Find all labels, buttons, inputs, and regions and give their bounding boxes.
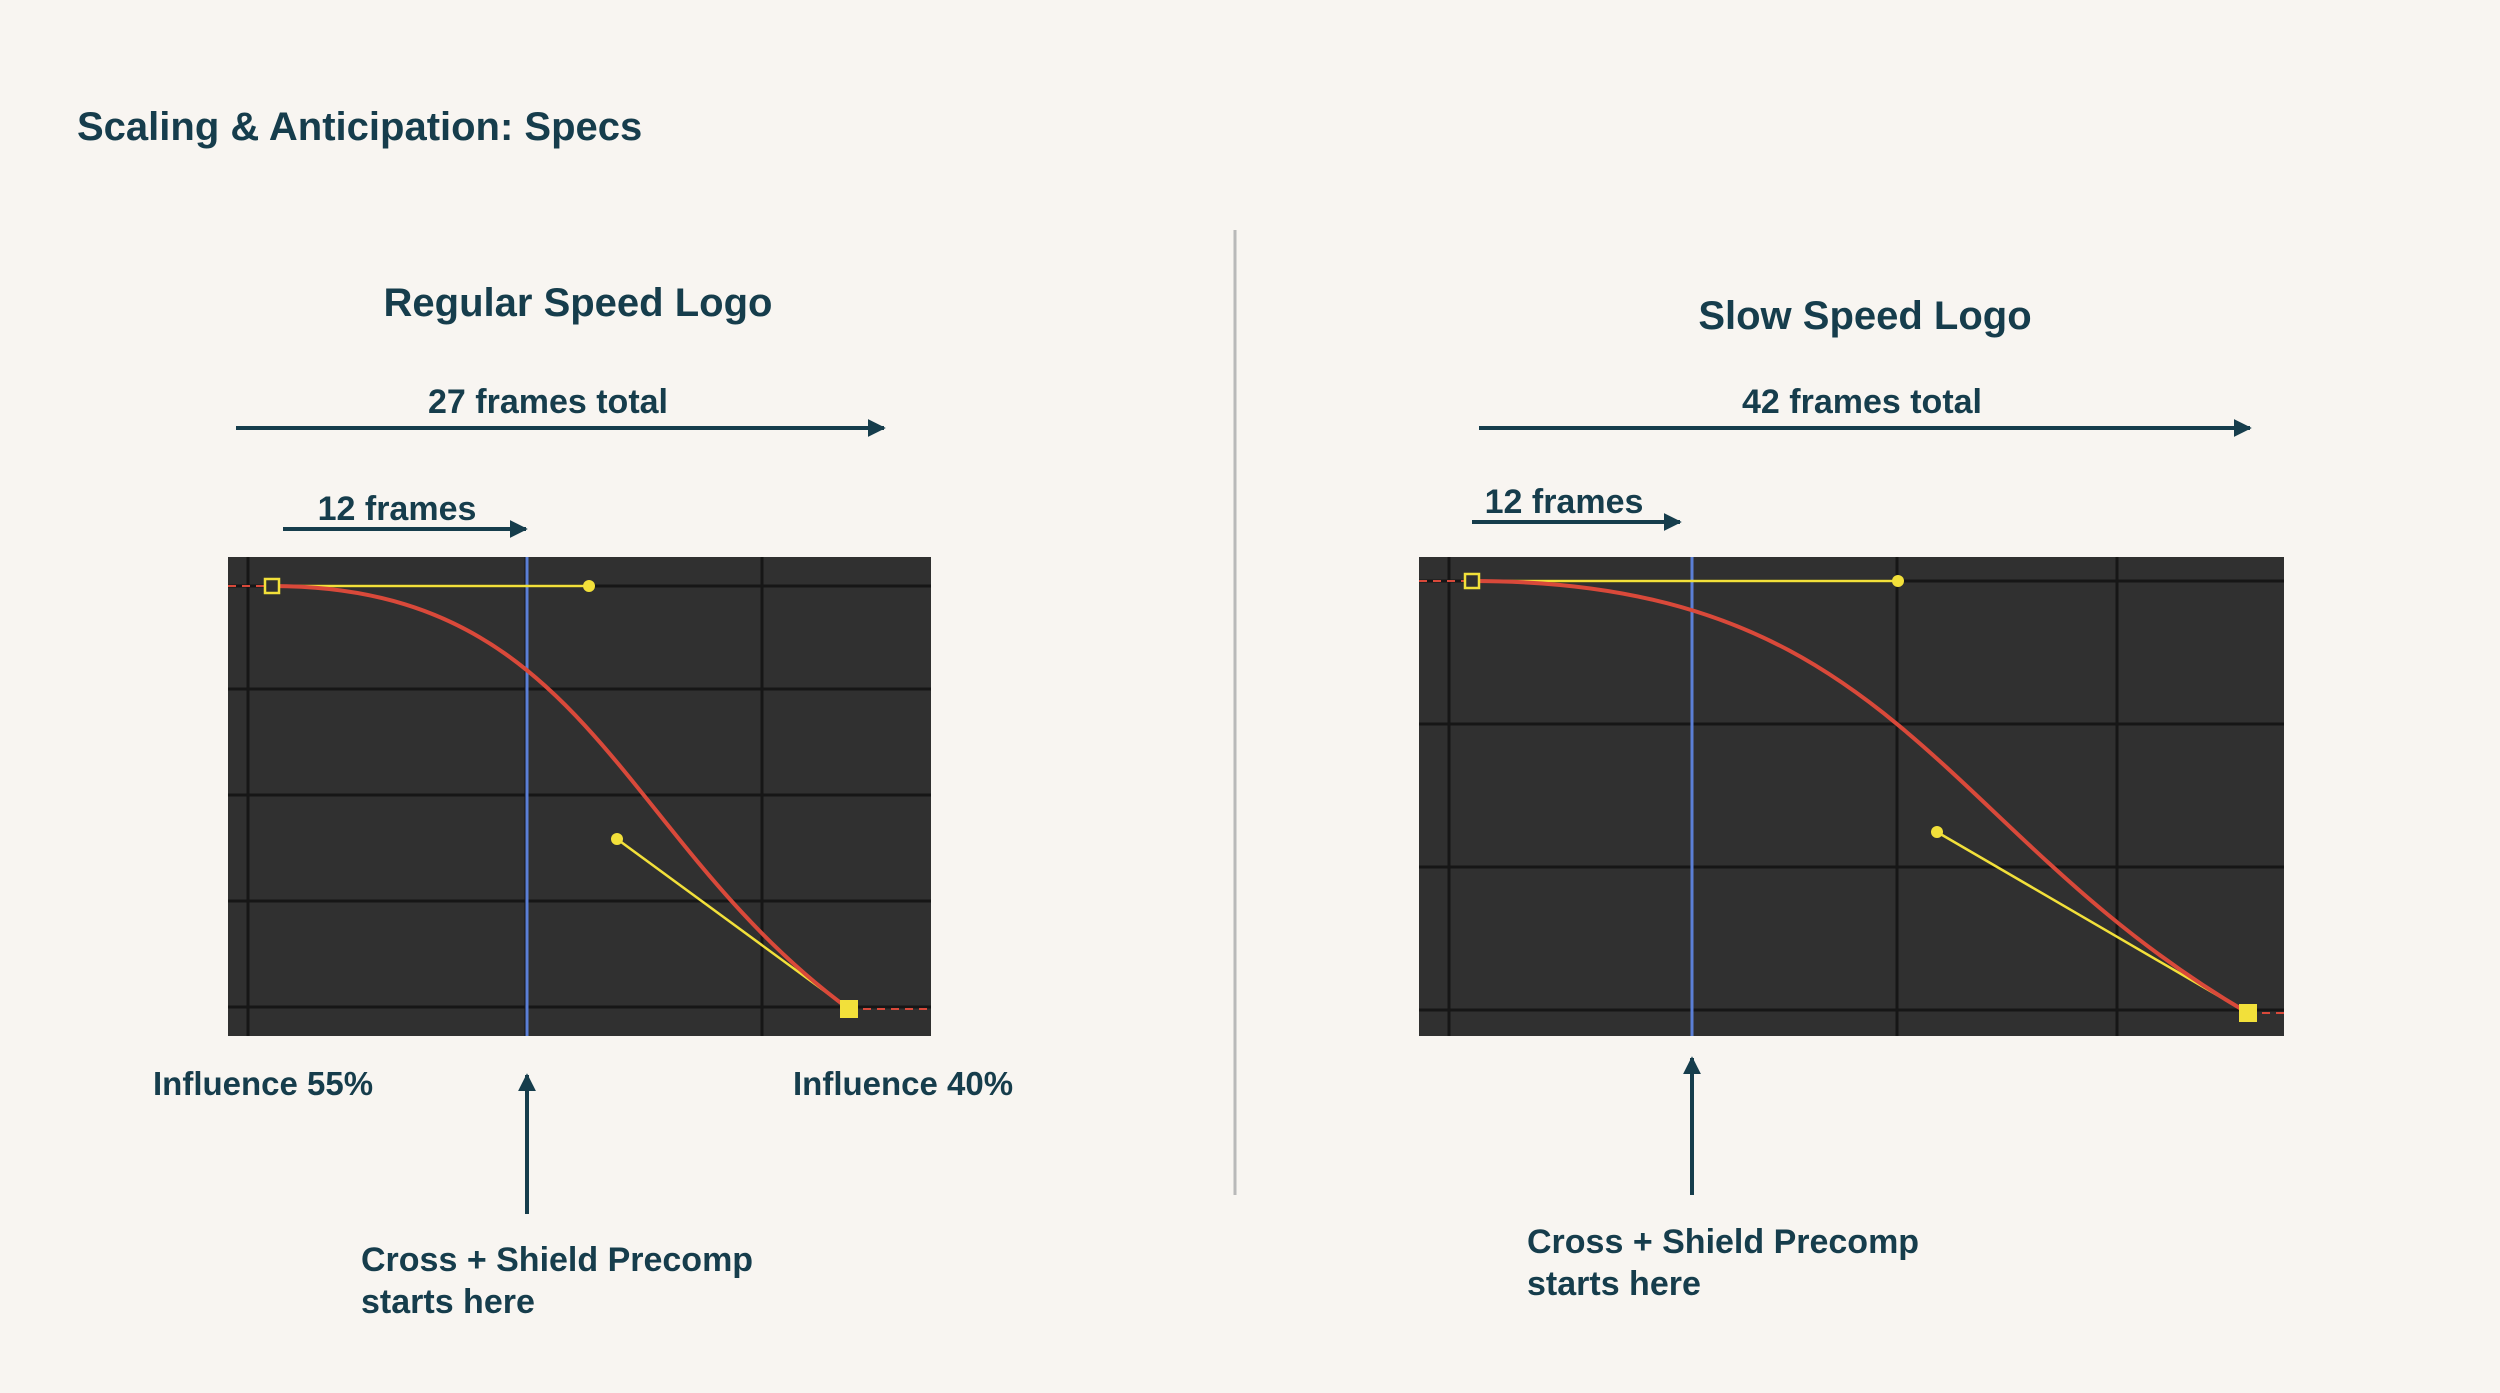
precomp-callout-regular: Cross + Shield Precomp starts here: [361, 1239, 753, 1323]
precomp-callout-slow: Cross + Shield Precomp starts here: [1527, 1221, 1919, 1305]
in-handle-point: [611, 833, 623, 845]
speed-curve: [271, 584, 851, 1011]
callout-line-1: Cross + Shield Precomp: [1527, 1223, 1920, 1261]
speed-graph-regular: [228, 557, 931, 1036]
end-keyframe: [2239, 1004, 2257, 1022]
start-keyframe: [263, 577, 281, 595]
slide-title: Scaling & Anticipation: Specs: [77, 105, 643, 149]
callout-line-1: Cross + Shield Precomp: [361, 1241, 754, 1279]
out-handle-point: [583, 580, 595, 592]
influence-in-label: Influence 40%: [793, 1065, 1014, 1102]
total-frames-label-regular: 27 frames total: [428, 383, 668, 421]
anticipation-frames-label-regular: 12 frames: [317, 490, 477, 528]
panel-title-regular: Regular Speed Logo: [383, 281, 773, 325]
end-keyframe: [840, 1000, 858, 1018]
start-keyframe: [1463, 572, 1481, 590]
anticipation-frames-label-slow: 12 frames: [1484, 483, 1644, 521]
in-handle-point: [1931, 826, 1943, 838]
total-frames-label-slow: 42 frames total: [1742, 383, 1982, 421]
callout-line-2: starts here: [1527, 1265, 1701, 1303]
out-handle-point: [1892, 575, 1904, 587]
panel-title-slow: Slow Speed Logo: [1698, 294, 2032, 338]
callout-line-2: starts here: [361, 1283, 535, 1321]
influence-out-label: Influence 55%: [153, 1065, 374, 1102]
speed-curve: [1471, 579, 2250, 1015]
speed-graph-slow: [1419, 557, 2284, 1036]
